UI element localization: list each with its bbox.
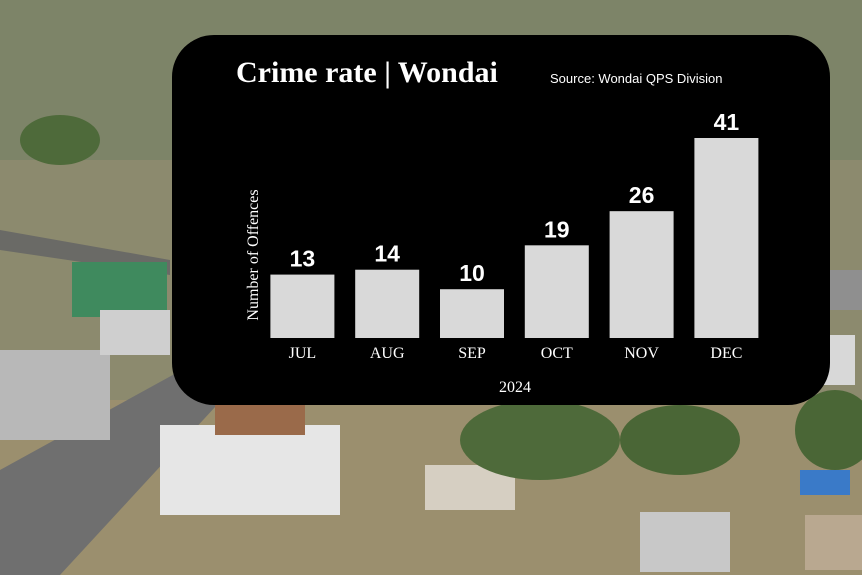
x-tick-label: OCT: [541, 345, 573, 362]
x-axis-label: 2024: [499, 379, 531, 396]
bar: [355, 269, 420, 338]
x-tick-label: SEP: [458, 345, 486, 362]
x-tick-label: JUL: [289, 345, 317, 362]
value-label: 14: [374, 241, 400, 267]
bar: [609, 211, 674, 338]
chart-subtitle: Source: Wondai QPS Division: [550, 71, 722, 86]
value-label: 13: [290, 246, 316, 272]
bar: [524, 245, 589, 338]
x-tick-label: NOV: [624, 345, 659, 362]
value-label: 19: [544, 216, 570, 242]
x-tick-label: DEC: [710, 345, 742, 362]
bar: [440, 289, 504, 338]
value-label: 26: [629, 182, 655, 208]
bar: [694, 138, 759, 338]
value-label: 41: [714, 109, 740, 135]
chart-title: Crime rate | Wondai: [236, 56, 498, 89]
x-tick-label: AUG: [370, 345, 405, 362]
value-label: 10: [459, 260, 485, 286]
bar: [270, 274, 335, 338]
y-axis-label: Number of Offences: [245, 189, 262, 320]
